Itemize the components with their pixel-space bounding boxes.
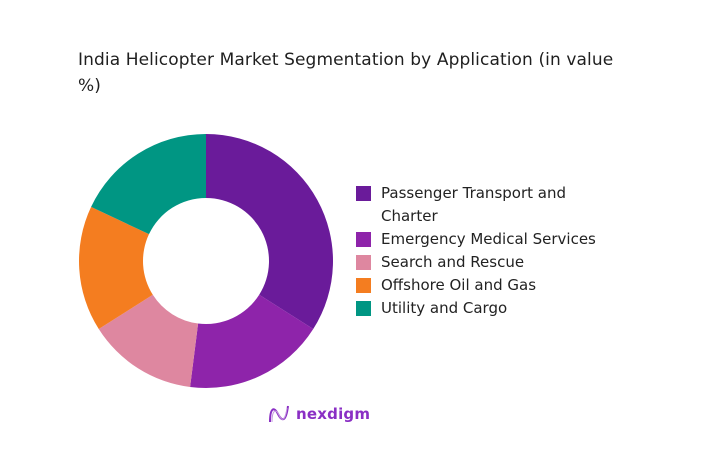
legend-label: Search and Rescue (381, 253, 525, 271)
legend-item-offshore-oil-gas: Offshore Oil and Gas (356, 274, 626, 297)
donut-segment (206, 134, 333, 330)
legend-swatch (356, 186, 371, 201)
nexdigm-logo: nexdigm (268, 404, 370, 424)
legend-item-utility-cargo: Utility and Cargo (356, 297, 626, 320)
donut-segment (79, 206, 153, 330)
logo-text: nexdigm (296, 405, 371, 423)
legend-swatch (356, 278, 371, 293)
legend-swatch (356, 232, 371, 247)
nexdigm-wave-icon (269, 405, 289, 423)
legend-label: Emergency Medical Services (381, 230, 596, 248)
legend-swatch (356, 301, 371, 316)
legend-label: Passenger Transport and Charter (381, 184, 566, 225)
donut-segment (91, 134, 206, 235)
legend-item-search-rescue: Search and Rescue (356, 251, 626, 274)
legend-label: Offshore Oil and Gas (381, 276, 537, 294)
legend-swatch (356, 255, 371, 270)
chart-title: India Helicopter Market Segmentation by … (78, 50, 614, 96)
legend-item-passenger-transport: Passenger Transport and Charter (356, 182, 626, 228)
legend-label: Utility and Cargo (381, 299, 508, 317)
legend-item-emergency-medical: Emergency Medical Services (356, 228, 626, 251)
donut-segment (190, 294, 314, 389)
donut-segment (98, 294, 199, 387)
chart-legend: Passenger Transport and Charter Emergenc… (356, 182, 626, 320)
